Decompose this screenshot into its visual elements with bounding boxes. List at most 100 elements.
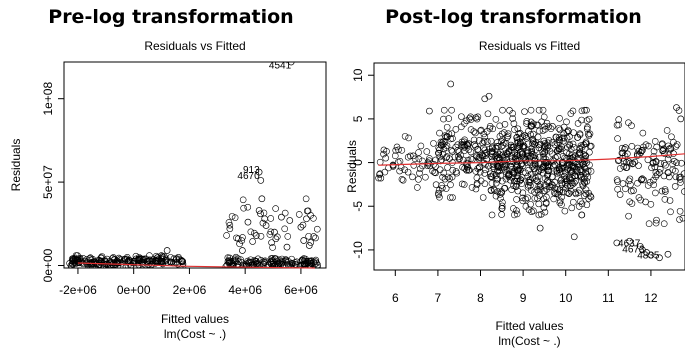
data-point <box>582 190 590 197</box>
data-point <box>447 80 455 88</box>
data-point <box>678 159 685 167</box>
data-point <box>578 107 586 115</box>
data-point <box>541 122 548 130</box>
data-point <box>540 144 548 151</box>
data-point <box>497 171 504 179</box>
data-point <box>542 181 549 189</box>
data-point <box>634 179 641 187</box>
data-point <box>576 146 584 153</box>
data-point <box>558 181 566 188</box>
data-point <box>507 162 514 170</box>
data-point <box>638 175 646 182</box>
data-point <box>527 200 534 208</box>
data-point <box>535 144 543 152</box>
data-point <box>505 170 513 178</box>
data-point <box>630 187 637 194</box>
data-point <box>661 186 669 193</box>
point-annotation: 4673 <box>622 245 645 256</box>
data-point <box>415 155 423 163</box>
data-point <box>230 265 238 268</box>
data-point <box>481 95 489 103</box>
data-point <box>487 137 495 145</box>
data-point <box>576 149 584 156</box>
data-point <box>564 144 571 151</box>
data-point <box>660 159 668 167</box>
x-axis-label: Fitted values <box>161 312 229 326</box>
data-point <box>179 258 187 265</box>
data-point <box>297 223 305 231</box>
data-point <box>455 148 463 155</box>
data-point <box>488 153 496 161</box>
data-point <box>476 168 484 176</box>
data-point <box>492 115 500 123</box>
data-point <box>582 168 589 176</box>
data-point <box>466 114 473 122</box>
data-point <box>560 159 567 167</box>
data-point <box>422 173 429 181</box>
data-point <box>299 221 307 229</box>
data-point <box>558 176 565 183</box>
data-point <box>556 145 563 152</box>
data-point <box>544 171 551 178</box>
data-point <box>534 188 542 195</box>
data-point <box>542 162 550 170</box>
data-point <box>639 146 646 154</box>
data-point <box>494 139 501 146</box>
data-point <box>495 143 502 150</box>
data-point <box>587 193 595 201</box>
data-point <box>458 141 466 148</box>
data-point <box>452 126 460 133</box>
data-point <box>417 142 425 150</box>
data-point <box>110 259 117 267</box>
data-point <box>467 148 475 156</box>
data-point <box>492 179 500 187</box>
data-point <box>314 225 321 233</box>
data-point <box>443 123 451 131</box>
data-point <box>508 186 515 194</box>
data-point <box>476 154 484 161</box>
data-point <box>267 228 275 236</box>
data-point <box>491 165 498 173</box>
data-point <box>557 168 565 176</box>
data-point <box>267 215 275 222</box>
data-point <box>72 252 80 259</box>
data-point <box>500 157 508 165</box>
data-point <box>548 139 556 146</box>
data-point <box>247 228 255 236</box>
data-point <box>510 182 517 190</box>
data-point <box>252 232 260 239</box>
data-point <box>514 187 522 195</box>
data-point <box>527 152 535 160</box>
data-point <box>626 237 633 245</box>
data-point <box>452 143 460 151</box>
y-axis-label: Residuals <box>9 139 23 192</box>
data-point <box>480 137 488 145</box>
data-point <box>227 258 235 265</box>
data-point <box>561 207 569 215</box>
data-point <box>424 162 431 169</box>
data-point <box>438 182 445 189</box>
data-point <box>556 169 563 177</box>
data-point <box>282 256 290 263</box>
data-point <box>380 150 387 158</box>
data-point <box>504 130 512 137</box>
data-point <box>440 169 448 177</box>
data-point <box>438 156 445 163</box>
data-point <box>460 181 468 188</box>
data-point <box>569 140 577 148</box>
data-point <box>522 203 530 210</box>
points-group <box>375 80 685 262</box>
data-point <box>424 159 432 166</box>
data-point <box>505 173 512 180</box>
data-point <box>375 174 382 182</box>
data-point <box>276 260 283 268</box>
data-point <box>664 250 672 258</box>
data-point <box>653 143 660 151</box>
data-point <box>481 180 489 187</box>
data-point <box>578 116 585 124</box>
data-point <box>679 214 685 222</box>
data-point <box>568 168 576 175</box>
data-point <box>563 128 571 136</box>
data-point <box>616 165 624 172</box>
data-point <box>569 151 576 159</box>
